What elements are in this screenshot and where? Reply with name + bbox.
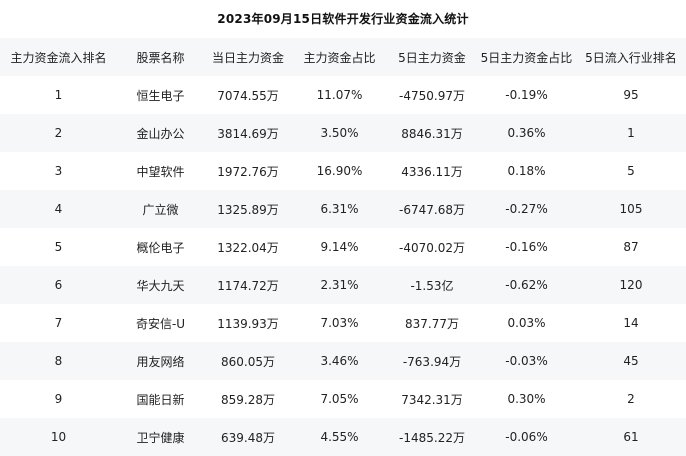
header-main-fund-ratio: 主力资金占比: [303, 50, 376, 65]
header-stock-name: 股票名称: [136, 50, 185, 65]
cell-5day-industry-rank: 95: [623, 88, 639, 102]
cell-5day-main-fund-ratio: 0.18%: [507, 164, 546, 178]
cell-5day-main-fund: -6747.68万: [399, 202, 465, 217]
cell-rank: 2: [54, 126, 63, 140]
cell-stock-name: 概伦电子: [136, 240, 185, 255]
cell-stock-name: 用友网络: [136, 354, 185, 369]
cell-5day-main-fund-ratio: 0.03%: [507, 316, 546, 330]
cell-5day-main-fund: -4750.97万: [399, 88, 465, 103]
cell-5day-industry-rank: 120: [619, 278, 643, 292]
cell-main-fund-ratio: 4.55%: [320, 430, 359, 444]
cell-daily-main-fund: 1972.76万: [217, 164, 279, 179]
cell-5day-main-fund: -1.53亿: [410, 278, 454, 293]
cell-5day-industry-rank: 87: [623, 240, 639, 254]
cell-rank: 3: [54, 164, 63, 178]
header-5day-main-fund: 5日主力资金: [398, 50, 466, 65]
fund-flow-table: 主力资金流入排名 股票名称 当日主力资金 主力资金占比 5日主力资金 5日主力资…: [0, 38, 686, 456]
header-daily-main-fund: 当日主力资金: [211, 50, 284, 65]
cell-rank: 6: [54, 278, 63, 292]
cell-stock-name: 国能日新: [136, 392, 185, 407]
cell-rank: 5: [54, 240, 63, 254]
cell-daily-main-fund: 3814.69万: [217, 126, 279, 141]
cell-5day-industry-rank: 105: [619, 202, 643, 216]
cell-daily-main-fund: 1174.72万: [217, 278, 279, 293]
cell-5day-industry-rank: 5: [627, 164, 635, 178]
cell-rank: 1: [54, 88, 63, 102]
cell-5day-main-fund-ratio: 0.36%: [507, 126, 546, 140]
cell-stock-name: 华大九天: [136, 278, 185, 293]
cell-daily-main-fund: 1325.89万: [217, 202, 279, 217]
cell-daily-main-fund: 1139.93万: [217, 316, 279, 331]
cell-5day-industry-rank: 1: [627, 126, 635, 140]
table-row: 5 概伦电子 1322.04万 9.14% -4070.02万 -0.16% 8…: [0, 228, 686, 266]
cell-stock-name: 奇安信-U: [135, 316, 186, 331]
cell-5day-main-fund: 8846.31万: [401, 126, 463, 141]
table-row: 6 华大九天 1174.72万 2.31% -1.53亿 -0.62% 120: [0, 266, 686, 304]
table-row: 2 金山办公 3814.69万 3.50% 8846.31万 0.36% 1: [0, 114, 686, 152]
cell-daily-main-fund: 859.28万: [221, 392, 275, 407]
cell-daily-main-fund: 7074.55万: [217, 88, 279, 103]
cell-main-fund-ratio: 7.05%: [320, 392, 359, 406]
table-header-row: 主力资金流入排名 股票名称 当日主力资金 主力资金占比 5日主力资金 5日主力资…: [0, 38, 686, 76]
table-row: 4 广立微 1325.89万 6.31% -6747.68万 -0.27% 10…: [0, 190, 686, 228]
table-row: 8 用友网络 860.05万 3.46% -763.94万 -0.03% 45: [0, 342, 686, 380]
cell-rank: 9: [54, 392, 63, 406]
cell-5day-industry-rank: 14: [623, 316, 639, 330]
cell-stock-name: 广立微: [142, 202, 179, 217]
cell-5day-main-fund: -763.94万: [402, 354, 462, 369]
table-row: 3 中望软件 1972.76万 16.90% 4336.11万 0.18% 5: [0, 152, 686, 190]
cell-daily-main-fund: 1322.04万: [217, 240, 279, 255]
cell-5day-main-fund: -1485.22万: [399, 430, 465, 445]
cell-5day-main-fund-ratio: -0.03%: [505, 354, 548, 368]
cell-5day-industry-rank: 61: [623, 430, 639, 444]
cell-5day-main-fund-ratio: -0.06%: [505, 430, 548, 444]
cell-rank: 8: [54, 354, 63, 368]
cell-5day-main-fund: 4336.11万: [401, 164, 463, 179]
cell-5day-main-fund-ratio: 0.30%: [507, 392, 546, 406]
cell-daily-main-fund: 860.05万: [221, 354, 275, 369]
header-5day-main-fund-ratio: 5日主力资金占比: [480, 50, 573, 65]
header-rank: 主力资金流入排名: [10, 50, 107, 65]
table-row: 7 奇安信-U 1139.93万 7.03% 837.77万 0.03% 14: [0, 304, 686, 342]
cell-5day-main-fund: 837.77万: [405, 316, 459, 331]
table-row: 1 恒生电子 7074.55万 11.07% -4750.97万 -0.19% …: [0, 76, 686, 114]
cell-daily-main-fund: 639.48万: [221, 430, 275, 445]
cell-stock-name: 金山办公: [136, 126, 185, 141]
cell-5day-industry-rank: 45: [623, 354, 639, 368]
cell-main-fund-ratio: 6.31%: [320, 202, 359, 216]
header-5day-industry-rank: 5日流入行业排名: [585, 50, 677, 65]
cell-main-fund-ratio: 11.07%: [316, 88, 363, 102]
cell-5day-main-fund-ratio: -0.62%: [505, 278, 548, 292]
cell-main-fund-ratio: 3.46%: [320, 354, 359, 368]
cell-5day-main-fund-ratio: -0.27%: [505, 202, 548, 216]
cell-5day-main-fund: 7342.31万: [401, 392, 463, 407]
cell-rank: 10: [50, 430, 67, 444]
table-title: 2023年09月15日软件开发行业资金流入统计: [217, 12, 469, 26]
cell-5day-main-fund-ratio: -0.16%: [505, 240, 548, 254]
cell-stock-name: 中望软件: [136, 164, 185, 179]
cell-rank: 4: [54, 202, 63, 216]
cell-main-fund-ratio: 16.90%: [316, 164, 363, 178]
table-row: 10 卫宁健康 639.48万 4.55% -1485.22万 -0.06% 6…: [0, 418, 686, 456]
table-row: 9 国能日新 859.28万 7.05% 7342.31万 0.30% 2: [0, 380, 686, 418]
cell-main-fund-ratio: 9.14%: [320, 240, 359, 254]
cell-main-fund-ratio: 3.50%: [320, 126, 359, 140]
cell-5day-industry-rank: 2: [627, 392, 635, 406]
cell-main-fund-ratio: 2.31%: [320, 278, 359, 292]
cell-stock-name: 卫宁健康: [136, 430, 185, 445]
cell-5day-main-fund: -4070.02万: [399, 240, 465, 255]
cell-main-fund-ratio: 7.03%: [320, 316, 359, 330]
cell-5day-main-fund-ratio: -0.19%: [505, 88, 548, 102]
cell-stock-name: 恒生电子: [136, 88, 185, 103]
cell-rank: 7: [54, 316, 63, 330]
